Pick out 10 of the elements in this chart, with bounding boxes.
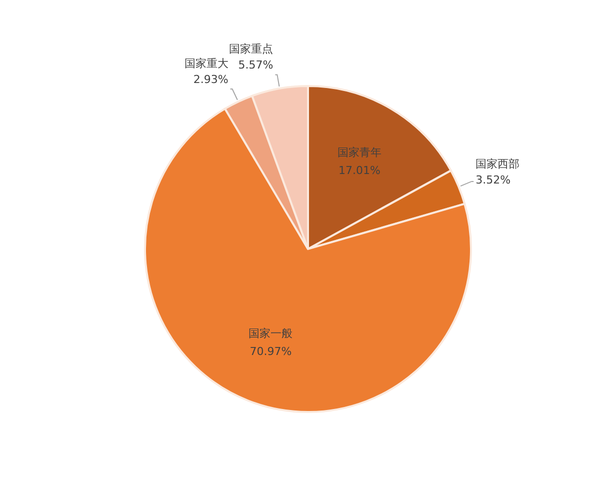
slice-label: 国家重点	[229, 42, 274, 56]
slice-label: 国家重大	[184, 57, 228, 70]
data-label: 3.52%	[476, 173, 511, 186]
data-label: 70.97%	[250, 344, 292, 358]
data-label: 5.57%	[238, 58, 274, 72]
slice-label: 国家一般	[248, 326, 293, 340]
slice-label: 国家西部	[476, 157, 520, 170]
slice-label: 国家青年	[337, 146, 382, 160]
data-label: 2.93%	[193, 73, 228, 86]
data-label: 17.01%	[338, 164, 380, 178]
